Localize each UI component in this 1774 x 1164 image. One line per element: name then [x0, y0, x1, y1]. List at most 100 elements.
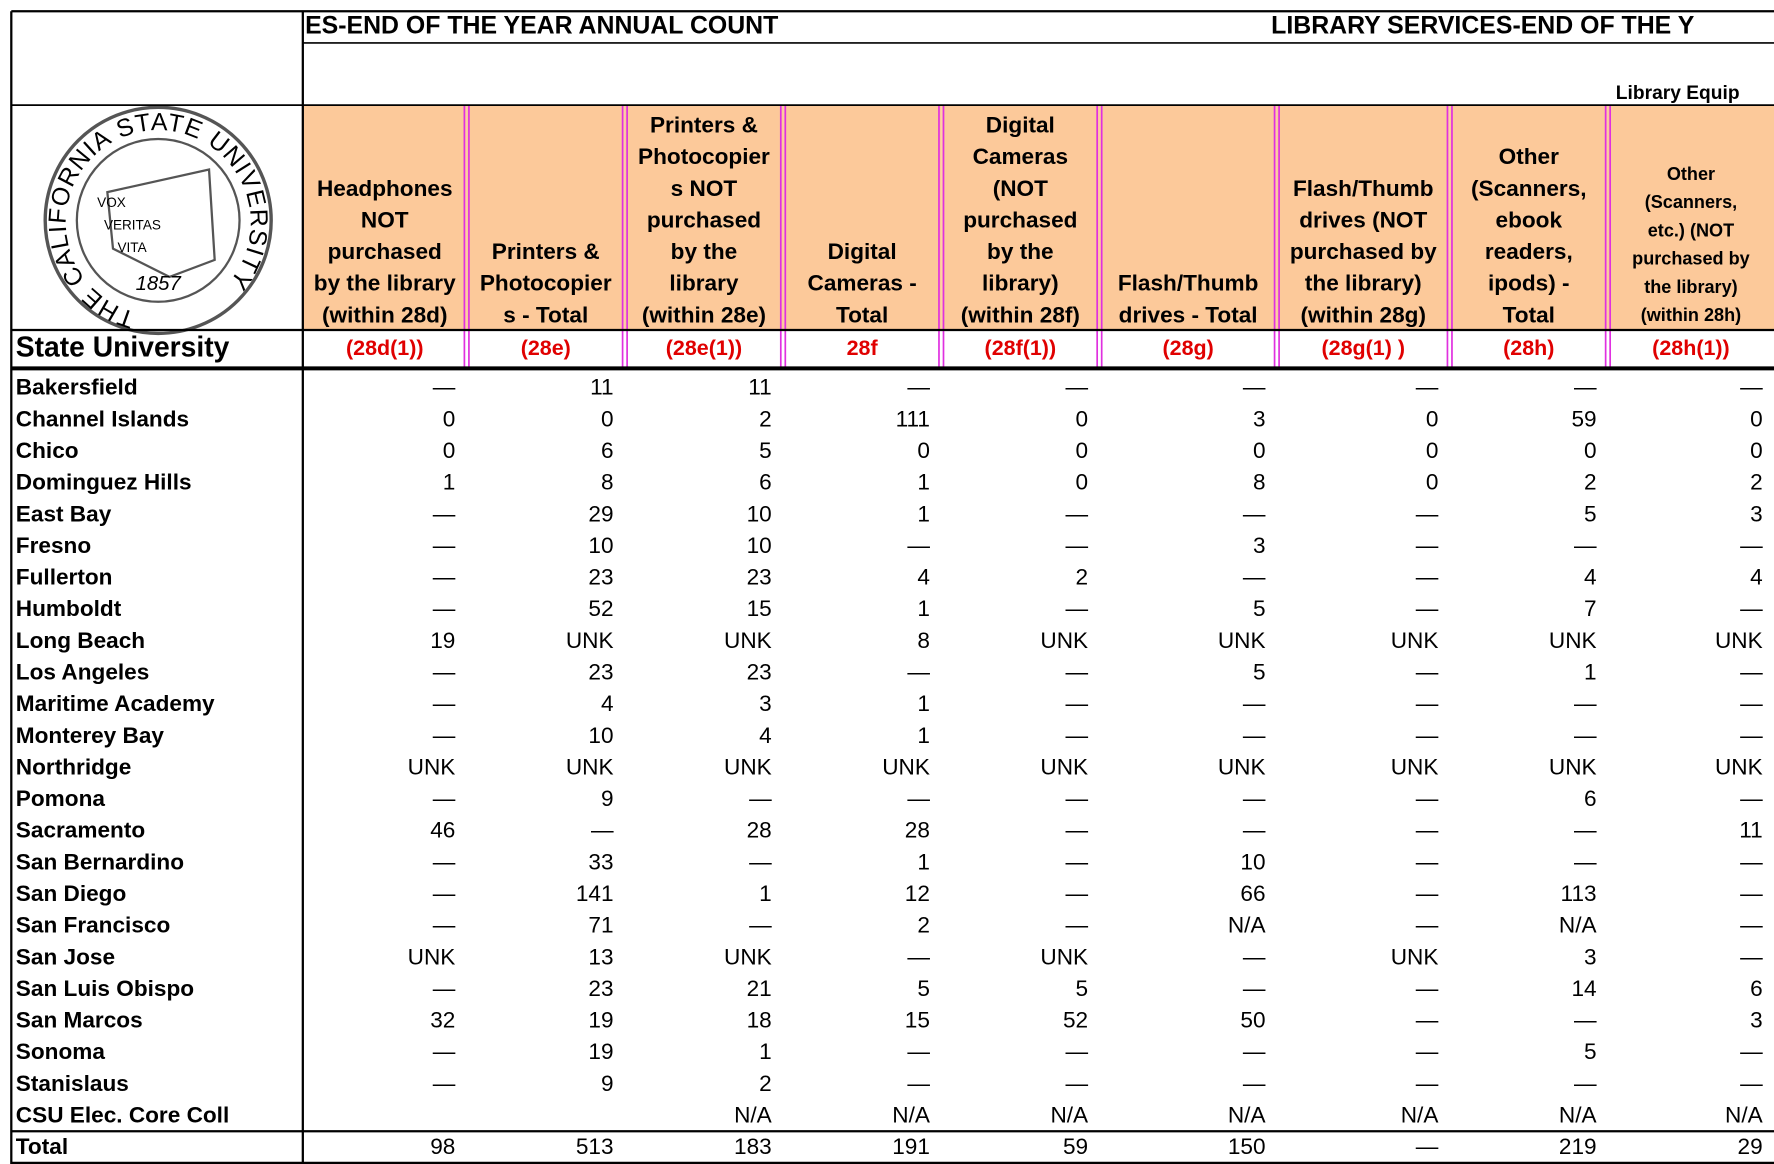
column-header: s - Total: [503, 302, 588, 327]
cell-value: —: [1243, 818, 1266, 843]
cell-value: —: [433, 849, 456, 874]
column-header: Printers &: [650, 113, 758, 138]
cell-value: 1: [443, 470, 456, 495]
column-header: Other: [1667, 164, 1715, 184]
row-label: Sacramento: [16, 818, 145, 843]
cell-value: 1: [759, 1039, 772, 1064]
cell-value: 3: [1750, 1008, 1763, 1033]
cell-value: —: [433, 913, 456, 938]
cell-value: 98: [430, 1134, 455, 1159]
logo: THE CALIFORNIA STATE UNIVERSITY VOX VERI…: [43, 105, 273, 336]
cell-value: 0: [1076, 406, 1089, 431]
cell-value: —: [433, 1071, 456, 1096]
cell-value: —: [749, 849, 772, 874]
row-label: Northridge: [16, 754, 131, 779]
cell-value: 141: [576, 881, 614, 906]
seal-motto: VITA: [118, 240, 148, 255]
cell-value: 4: [1750, 565, 1763, 590]
cell-value: 10: [747, 533, 772, 558]
row-label: Dominguez Hills: [16, 470, 192, 495]
cell-value: UNK: [1549, 754, 1597, 779]
column-header: Printers &: [492, 239, 600, 264]
column-header: Photocopier: [638, 144, 770, 169]
cell-value: —: [1416, 691, 1439, 716]
cell-value: 71: [588, 913, 613, 938]
row-label: San Jose: [16, 944, 115, 969]
cell-value: 5: [1584, 501, 1597, 526]
cell-value: N/A: [1559, 913, 1598, 938]
cell-value: —: [1416, 881, 1439, 906]
cell-value: —: [1416, 375, 1439, 400]
cell-value: —: [1416, 818, 1439, 843]
cell-value: 0: [917, 438, 930, 463]
column-code: (28e(1)): [666, 336, 742, 360]
cell-value: 2: [759, 1071, 772, 1096]
column-header: ipods) -: [1488, 271, 1570, 296]
row-label: Los Angeles: [16, 660, 149, 685]
cell-value: —: [1066, 691, 1089, 716]
cell-value: —: [1243, 976, 1266, 1001]
cell-value: —: [1066, 660, 1089, 685]
column-header: Cameras -: [808, 271, 917, 296]
cell-value: UNK: [882, 754, 930, 779]
cell-value: 4: [917, 565, 930, 590]
title-right: LIBRARY SERVICES-END OF THE Y: [1271, 12, 1695, 40]
cell-value: UNK: [1549, 628, 1597, 653]
header-cell: [1276, 105, 1450, 330]
header-cell: [624, 105, 784, 330]
cell-value: N/A: [1725, 1103, 1764, 1128]
column-header: (Scanners,: [1645, 192, 1737, 212]
cell-value: 0: [1076, 438, 1089, 463]
column-header: purchased by: [1632, 249, 1750, 269]
cell-value: —: [1066, 786, 1089, 811]
column-header: (NOT: [993, 176, 1048, 201]
cell-value: 29: [588, 501, 613, 526]
cell-value: 5: [917, 976, 930, 1001]
cell-value: —: [1740, 913, 1763, 938]
cell-value: —: [1066, 1071, 1089, 1096]
column-code: (28f(1)): [985, 336, 1057, 360]
cell-value: —: [907, 660, 930, 685]
cell-value: UNK: [1040, 944, 1088, 969]
cell-value: N/A: [1559, 1103, 1598, 1128]
cell-value: 8: [1253, 470, 1266, 495]
cell-value: —: [433, 786, 456, 811]
seal-inner: [75, 137, 241, 303]
seal-motto: VERITAS: [104, 218, 161, 233]
cell-value: 8: [917, 628, 930, 653]
cell-value: N/A: [734, 1103, 773, 1128]
cell-value: 5: [1253, 660, 1266, 685]
cell-value: 0: [1426, 470, 1439, 495]
cell-value: 4: [1584, 565, 1597, 590]
column-header: (within 28e): [642, 302, 766, 327]
cell-value: —: [1574, 691, 1597, 716]
cell-value: —: [1243, 565, 1266, 590]
header-cell: [1449, 105, 1608, 330]
cell-value: —: [1740, 691, 1763, 716]
row-label: San Luis Obispo: [16, 976, 194, 1001]
cell-value: UNK: [724, 944, 772, 969]
cell-value: —: [1574, 375, 1597, 400]
cell-value: 2: [1750, 470, 1763, 495]
cell-value: 66: [1240, 881, 1265, 906]
cell-value: —: [749, 786, 772, 811]
cell-value: 6: [1750, 976, 1763, 1001]
cell-value: —: [1066, 596, 1089, 621]
column-header: etc.) (NOT: [1648, 220, 1734, 240]
cell-value: —: [749, 913, 772, 938]
cell-value: 0: [1426, 406, 1439, 431]
column-header: Total: [836, 302, 888, 327]
cell-value: 23: [588, 565, 613, 590]
cell-value: 9: [601, 786, 614, 811]
row-label: San Bernardino: [16, 849, 184, 874]
column-header: Photocopier: [480, 271, 612, 296]
column-header: purchased: [647, 207, 761, 232]
cell-value: —: [1066, 818, 1089, 843]
cell-value: 10: [747, 501, 772, 526]
cell-value: UNK: [566, 754, 614, 779]
cell-value: 5: [759, 438, 772, 463]
cell-value: 2: [917, 913, 930, 938]
cell-value: —: [1243, 786, 1266, 811]
column-code: (28h(1)): [1652, 336, 1730, 360]
